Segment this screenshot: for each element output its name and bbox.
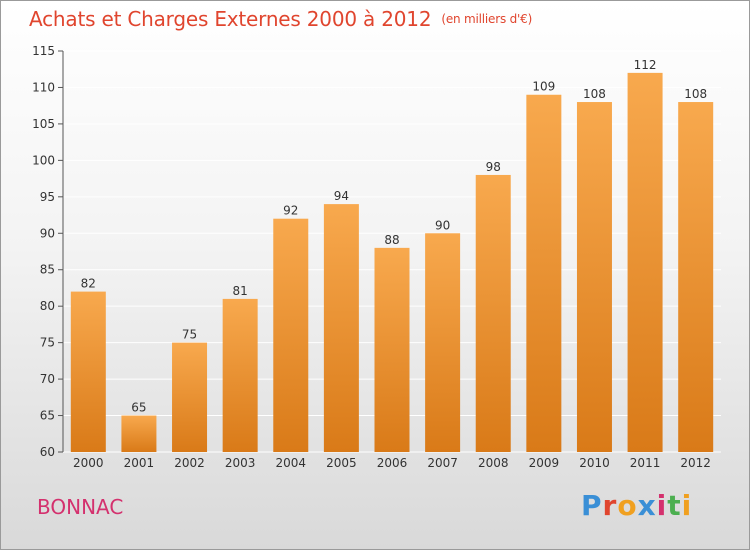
y-tick-label: 70: [40, 372, 55, 386]
bar-2002: [172, 342, 208, 452]
x-tick-label: 2002: [174, 456, 205, 470]
data-label-2001: 65: [131, 401, 146, 415]
data-label-2000: 82: [81, 277, 96, 291]
x-tick-label: 2000: [73, 456, 104, 470]
logo-letter: t: [667, 489, 682, 522]
logo-letter: P: [581, 489, 603, 522]
y-tick-label: 100: [32, 153, 55, 167]
y-tick-label: 80: [40, 299, 55, 313]
data-label-2009: 109: [532, 80, 555, 94]
logo-letter: i: [656, 489, 668, 522]
bar-2008: [475, 174, 511, 453]
x-tick-label: 2004: [275, 456, 306, 470]
x-axis: 2000 2001 2002 2003 2004 2005 2006 2007 2008 2009…: [73, 456, 711, 470]
y-tick-label: 85: [40, 263, 55, 277]
x-tick-label: 2006: [377, 456, 408, 470]
y-tick-label: 95: [40, 190, 55, 204]
chart-title-text: Achats et Charges Externes 2000 à 2012: [29, 7, 432, 31]
data-labels: 82 65 75 81 92 94 88 90 98 109 108 112 108: [81, 58, 707, 415]
proxiti-logo[interactable]: Proxiti: [581, 489, 692, 522]
data-label-2003: 81: [233, 284, 248, 298]
y-tick-label: 65: [40, 409, 55, 423]
y-tick-label: 60: [40, 445, 55, 459]
logo-letter: x: [637, 489, 657, 522]
x-tick-label: 2011: [630, 456, 661, 470]
bar-2004: [273, 218, 309, 452]
x-tick-label: 2005: [326, 456, 357, 470]
data-label-2010: 108: [583, 87, 606, 101]
bar-2006: [374, 247, 410, 452]
chart-unit: (en milliers d'€): [441, 12, 533, 26]
bars: [70, 72, 714, 453]
data-label-2005: 94: [334, 189, 349, 203]
bar-2007: [425, 233, 461, 452]
bar-2001: [121, 415, 157, 452]
bar-chart: 60 65 70 75 80 85 90 95 100 105 110 115 82 65 75 81 92 9…: [32, 44, 721, 470]
logo-letter: o: [617, 489, 638, 522]
y-tick-label: 110: [32, 80, 55, 94]
data-label-2007: 90: [435, 218, 450, 232]
data-label-2002: 75: [182, 328, 197, 342]
x-tick-label: 2007: [427, 456, 458, 470]
logo-letter: r: [602, 489, 618, 522]
bar-2011: [627, 72, 663, 452]
bar-2010: [576, 102, 612, 452]
place-name: BONNAC: [37, 495, 124, 519]
x-tick-label: 2010: [579, 456, 610, 470]
bar-2003: [222, 298, 258, 452]
data-label-2006: 88: [384, 233, 399, 247]
bar-2005: [323, 204, 359, 452]
x-tick-label: 2012: [680, 456, 711, 470]
data-label-2008: 98: [486, 160, 501, 174]
data-label-2011: 112: [634, 58, 657, 72]
y-tick-label: 75: [40, 336, 55, 350]
data-label-2012: 108: [684, 87, 707, 101]
x-tick-label: 2009: [529, 456, 560, 470]
bar-2009: [526, 94, 562, 452]
y-tick-label: 105: [32, 117, 55, 131]
chart-title: Achats et Charges Externes 2000 à 2012 (e…: [29, 7, 532, 31]
x-tick-label: 2001: [124, 456, 155, 470]
y-tick-label: 115: [32, 44, 55, 58]
logo-letter: i: [681, 489, 693, 522]
bar-2012: [678, 102, 714, 452]
bar-2000: [70, 291, 106, 452]
data-label-2004: 92: [283, 204, 298, 218]
y-tick-label: 90: [40, 226, 55, 240]
x-tick-label: 2003: [225, 456, 256, 470]
x-tick-label: 2008: [478, 456, 509, 470]
y-axis: 60 65 70 75 80 85 90 95 100 105 110 115: [32, 44, 64, 459]
